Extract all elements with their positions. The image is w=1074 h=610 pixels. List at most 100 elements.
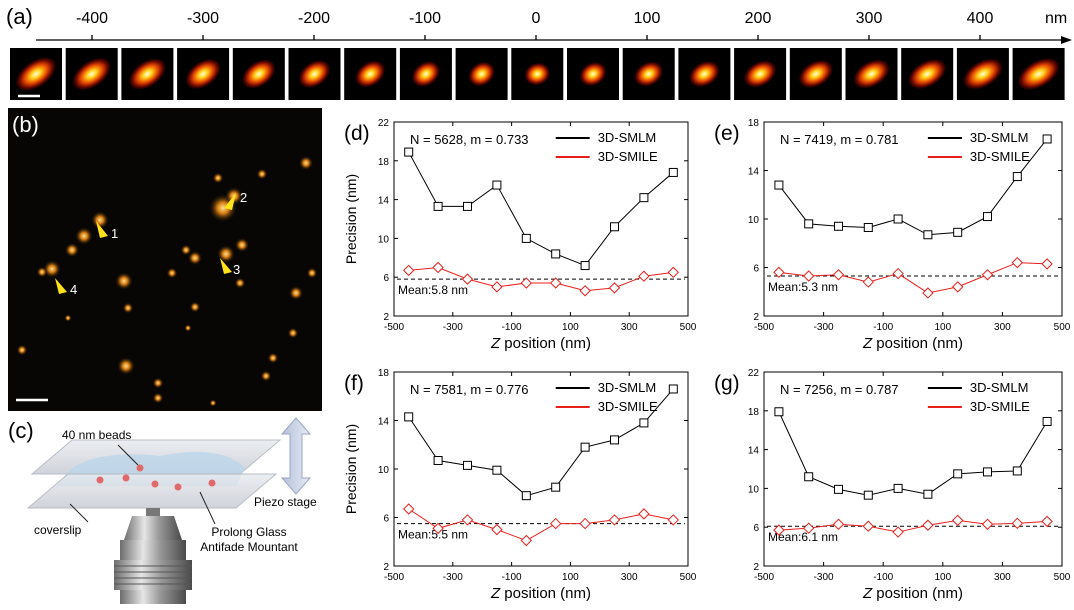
smlm-point xyxy=(893,483,903,493)
z-axis-ticks xyxy=(91,35,981,40)
smlm-point xyxy=(1012,172,1022,182)
bead-dot xyxy=(151,480,159,488)
bead-spot xyxy=(288,285,304,301)
y-tick-label: 2 xyxy=(383,562,389,573)
smlm-point xyxy=(774,407,784,417)
smlm-point xyxy=(580,442,590,452)
smlm-point xyxy=(774,180,784,190)
psf-frame xyxy=(344,48,397,100)
smile-point xyxy=(461,514,474,526)
x-tick-label: -100 xyxy=(873,572,893,583)
smile-point xyxy=(951,281,964,293)
mean-label: Mean:5.8 nm xyxy=(398,283,468,297)
smile-point xyxy=(579,517,591,530)
bead-spot xyxy=(115,272,133,290)
psf-frame xyxy=(678,48,731,100)
panel-a-psf-strip xyxy=(10,35,1072,100)
marker-3-label: 3 xyxy=(233,262,241,277)
smile-point xyxy=(951,514,964,527)
bead-markers xyxy=(55,193,236,294)
smlm-point xyxy=(983,467,992,477)
y-tick-label: 6 xyxy=(383,514,389,525)
smile-point xyxy=(549,277,562,289)
y-tick-label: 14 xyxy=(378,196,390,207)
psf-frame xyxy=(567,48,619,100)
smile-point xyxy=(1011,517,1024,530)
plot-frame xyxy=(763,371,1063,567)
smlm-point xyxy=(521,491,531,501)
smile-point xyxy=(922,519,934,531)
legend-label: 3D-SMLM xyxy=(598,380,657,395)
psf-frame xyxy=(10,48,62,100)
smlm-point xyxy=(1042,134,1052,144)
smile-point xyxy=(402,264,415,277)
smlm-point xyxy=(639,193,649,203)
bead-spot xyxy=(16,344,28,356)
x-tick-label: -300 xyxy=(443,322,463,333)
psf-frame xyxy=(288,48,341,100)
bead-spot xyxy=(91,211,109,229)
bead-spot xyxy=(298,155,314,171)
x-tick-label: 300 xyxy=(621,322,638,333)
smile-point xyxy=(1011,256,1024,269)
bead-spot xyxy=(187,250,203,266)
psf-frame xyxy=(121,48,174,100)
y-tick-label: 6 xyxy=(753,264,759,275)
y-tick-label: 14 xyxy=(748,167,760,178)
x-tick-label: 300 xyxy=(621,572,638,583)
smlm-point xyxy=(1042,416,1052,426)
psf-frame xyxy=(622,48,675,100)
x-tick-label: -300 xyxy=(814,322,834,333)
chart-e: -500 -300 -100 100 300 500 2 6 10 14 18 (e) N = 7419… xyxy=(714,118,1071,352)
beads-label: 40 nm beads xyxy=(62,428,132,442)
series-line xyxy=(778,262,1048,294)
smlm-point xyxy=(983,212,992,222)
bead-dot xyxy=(136,464,144,472)
psf-frame xyxy=(455,48,508,100)
bead-spot xyxy=(267,352,279,364)
smlm-point xyxy=(463,201,472,211)
z-axis-tick-label: 300 xyxy=(855,10,883,27)
chart-annotation: N = 7419, m = 0.781 xyxy=(780,132,899,147)
panel-label: (e) xyxy=(714,122,740,145)
x-tick-label: 100 xyxy=(934,322,951,333)
smile-point xyxy=(638,270,650,282)
smile-point xyxy=(491,523,503,536)
x-tick-label: 500 xyxy=(680,572,697,583)
psf-frame xyxy=(65,48,118,100)
objective-lens-icon xyxy=(114,508,192,604)
smlm-point xyxy=(923,230,933,240)
legend-label: 3D-SMILE xyxy=(970,149,1030,164)
legend-label: 3D-SMILE xyxy=(598,399,658,414)
x-axis-label: Z position (nm) xyxy=(490,335,591,352)
x-tick-label: -500 xyxy=(754,572,774,583)
bead-spot xyxy=(234,237,250,253)
x-axis-label: Z position (nm) xyxy=(862,335,963,352)
mean-label: Mean:6.1 nm xyxy=(768,530,838,544)
bead-spot xyxy=(256,168,268,180)
bead-dot xyxy=(208,479,216,487)
y-axis-label: Precision (nm) xyxy=(343,174,359,264)
panel-b-label: (b) xyxy=(12,112,39,137)
bead-spot xyxy=(189,301,201,313)
chart-annotation: N = 7581, m = 0.776 xyxy=(410,382,529,397)
marker-3-arrow-icon xyxy=(220,258,232,274)
bead-spot xyxy=(75,227,93,245)
smile-point xyxy=(802,270,815,282)
smlm-point xyxy=(668,167,678,177)
smile-point xyxy=(981,518,994,530)
x-tick-label: 100 xyxy=(562,322,579,333)
smlm-point xyxy=(668,384,678,394)
x-tick-label: -300 xyxy=(443,572,463,583)
x-axis-label: Z position (nm) xyxy=(490,585,591,602)
marker-2-arrow-icon xyxy=(224,193,236,210)
legend-label: 3D-SMILE xyxy=(970,399,1030,414)
y-tick-label: 10 xyxy=(748,484,760,495)
bead-field xyxy=(16,155,318,407)
x-tick-label: 300 xyxy=(994,572,1011,583)
smlm-point xyxy=(834,484,843,494)
bead-spot xyxy=(184,324,192,332)
bead-dot xyxy=(96,476,104,484)
smlm-point xyxy=(953,469,963,479)
panel-label: (g) xyxy=(714,372,740,395)
